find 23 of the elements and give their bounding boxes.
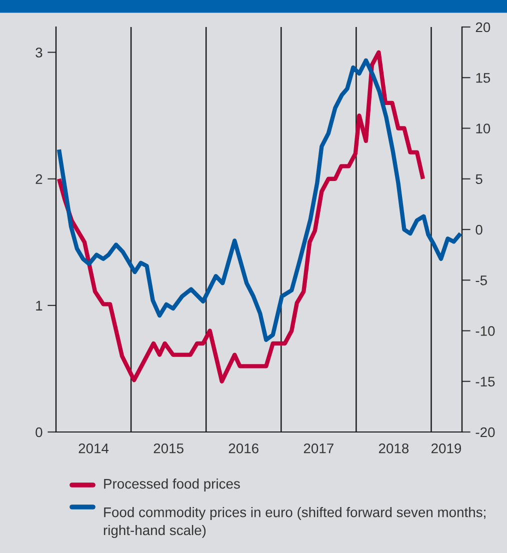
x-tick-label: 2017 <box>304 443 334 454</box>
x-tick-label: 2018 <box>378 443 409 454</box>
y2-tick-label: -5 <box>476 276 487 286</box>
legend-label: Food commodity prices in euro (shifted forward seven months; right-hand scale) <box>104 507 486 538</box>
y2-tick-label: -20 <box>476 427 495 438</box>
y2-tick-label: 5 <box>476 174 482 184</box>
x-tick-label: 2019 <box>431 443 462 454</box>
y2-tick-label: -15 <box>476 376 495 387</box>
y-tick-label: 2 <box>36 174 42 184</box>
y2-tick-label: 0 <box>476 224 482 235</box>
legend-label: Processed food prices <box>104 478 240 492</box>
x-tick-label: 2015 <box>154 443 184 454</box>
line-series <box>56 50 426 384</box>
y-tick-label: 0 <box>36 427 42 438</box>
y2-tick-label: 20 <box>476 22 490 32</box>
x-tick-label: 2016 <box>228 443 258 454</box>
y2-tick-label: -10 <box>476 326 495 336</box>
y2-tick-label: 15 <box>476 73 490 83</box>
y-tick-label: 3 <box>36 48 42 58</box>
line-series <box>56 58 462 342</box>
x-tick-label: 2014 <box>78 443 109 454</box>
y-tick-label: 1 <box>36 300 42 310</box>
y2-tick-label: 10 <box>476 124 490 134</box>
